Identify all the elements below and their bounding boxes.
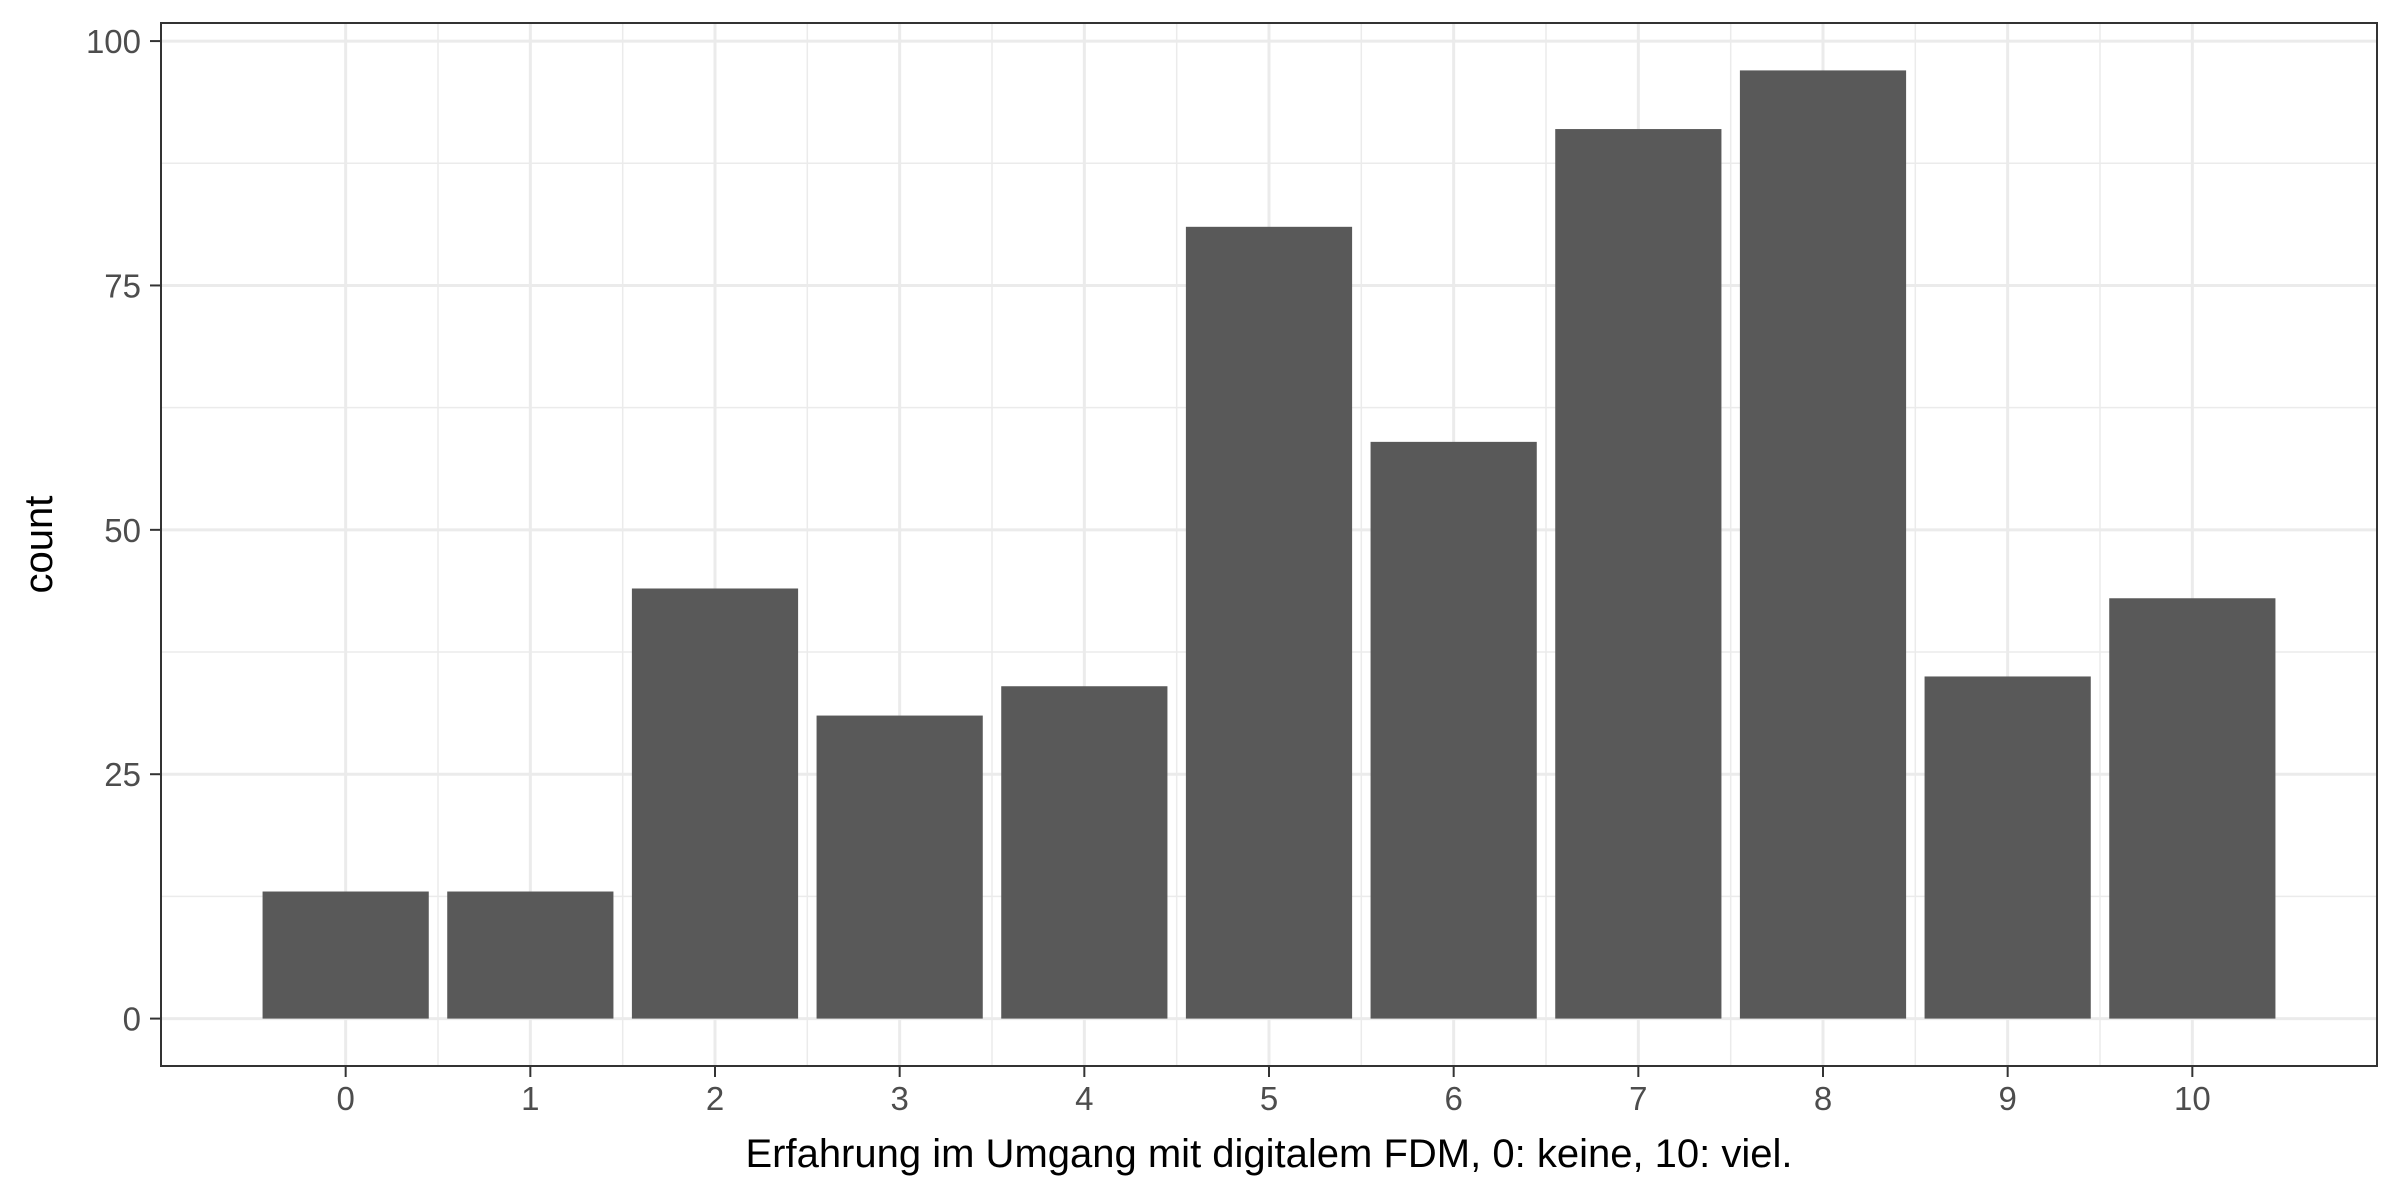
x-tick-label: 3: [890, 1080, 908, 1117]
bar-0: [262, 891, 429, 1019]
y-tick-label: 25: [104, 756, 141, 793]
bars-layer: [262, 70, 2276, 1019]
bar-8: [1739, 70, 1907, 1019]
x-tick-label: 0: [336, 1080, 354, 1117]
y-tick-label: 75: [104, 267, 141, 304]
bar-10: [2109, 598, 2276, 1019]
y-tick-label: 100: [86, 23, 141, 60]
x-tick-label: 6: [1444, 1080, 1462, 1117]
x-axis-title: Erfahrung im Umgang mit digitalem FDM, 0…: [745, 1132, 1792, 1176]
y-axis-title: count: [17, 496, 61, 594]
x-axis: 0 1 2 3 4 5 6 7 8 9 10: [336, 1066, 2211, 1117]
bar-2: [631, 588, 799, 1019]
bar-6: [1370, 441, 1537, 1019]
bar-3: [816, 715, 983, 1019]
x-tick-label: 8: [1814, 1080, 1832, 1117]
bar-4: [1001, 686, 1168, 1019]
y-tick-label: 50: [104, 512, 141, 549]
x-tick-label: 5: [1260, 1080, 1278, 1117]
bar-7: [1555, 129, 1722, 1019]
x-tick-label: 10: [2174, 1080, 2211, 1117]
x-tick-label: 2: [706, 1080, 724, 1117]
x-tick-label: 4: [1075, 1080, 1093, 1117]
bar-9: [1924, 676, 2091, 1019]
x-tick-label: 9: [1998, 1080, 2016, 1117]
bar-5: [1185, 226, 1353, 1019]
x-tick-label: 7: [1629, 1080, 1647, 1117]
bar-1: [447, 891, 614, 1019]
y-tick-label: 0: [123, 1001, 141, 1038]
y-axis: 0 25 50 75 100: [86, 23, 161, 1038]
x-tick-label: 1: [521, 1080, 539, 1117]
